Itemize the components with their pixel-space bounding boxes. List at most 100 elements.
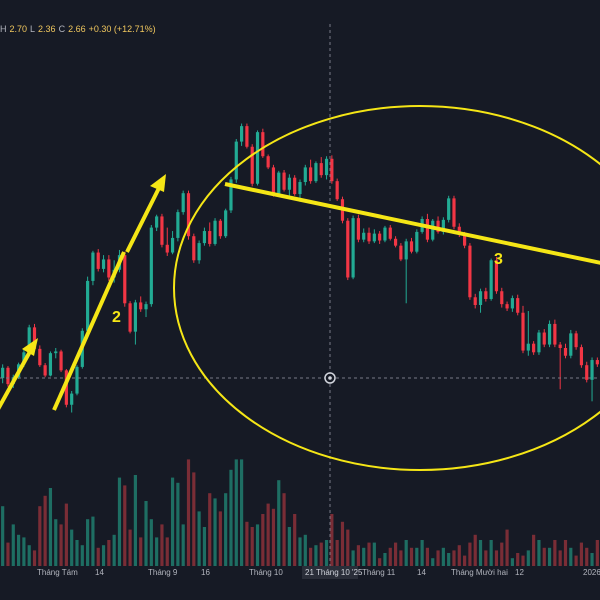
candle xyxy=(378,231,382,244)
candle xyxy=(447,195,451,223)
volume-bar xyxy=(452,550,456,566)
volume-bar xyxy=(388,547,392,566)
volume-bar xyxy=(266,503,270,566)
candle xyxy=(521,305,525,354)
arrow-2-shaft xyxy=(52,251,126,411)
candle xyxy=(250,144,254,187)
volume-bar xyxy=(133,475,137,566)
volume-bar xyxy=(32,550,37,566)
candle xyxy=(319,157,323,178)
candle xyxy=(86,276,90,334)
ohlc-high-label: H xyxy=(0,24,7,34)
candle xyxy=(335,178,339,201)
candle xyxy=(532,341,536,355)
volume-bar xyxy=(224,493,228,566)
volume-bar xyxy=(351,550,355,566)
candle xyxy=(277,170,281,197)
candle xyxy=(563,343,568,359)
candle xyxy=(91,250,95,286)
volume-bar xyxy=(553,540,557,566)
candle-body xyxy=(128,303,132,332)
candle xyxy=(579,344,584,368)
candle xyxy=(208,222,212,247)
candle xyxy=(240,123,244,146)
volume-bar xyxy=(75,540,79,566)
candle xyxy=(75,365,79,396)
candle-body xyxy=(192,236,196,261)
candle-body xyxy=(351,218,355,278)
volume-bar xyxy=(202,527,207,566)
candle-body xyxy=(505,304,509,309)
volume-bar xyxy=(319,542,323,566)
arrow-1-head-icon xyxy=(22,338,38,356)
candle xyxy=(155,214,159,232)
candle-body xyxy=(224,210,228,237)
candle-body xyxy=(335,181,339,200)
candle-body xyxy=(388,227,392,239)
candle-body xyxy=(574,333,578,348)
volume-bar xyxy=(213,498,217,566)
volume-bar xyxy=(494,550,499,566)
candle-body xyxy=(287,177,291,190)
candle-body xyxy=(409,241,414,252)
volume-bar xyxy=(489,540,493,566)
candle-body xyxy=(484,291,488,299)
volume-bar xyxy=(287,527,291,566)
arrow-1-shaft xyxy=(0,347,34,410)
candle xyxy=(144,301,148,318)
volume-bar xyxy=(484,550,488,566)
candle-body xyxy=(399,245,403,260)
volume-bar xyxy=(537,540,541,566)
x-tick-label: 14 xyxy=(417,568,426,577)
volume-bar xyxy=(447,553,451,566)
candle-body xyxy=(38,348,42,366)
candle-body xyxy=(378,233,382,241)
volume-bar xyxy=(309,547,313,566)
volume-bar xyxy=(229,469,233,566)
trend-line xyxy=(224,182,600,265)
volume-bar xyxy=(409,547,414,566)
x-tick-label: Tháng 9 xyxy=(148,568,178,577)
candle xyxy=(59,349,63,373)
candle-body xyxy=(441,219,445,232)
annotation-label-3: 3 xyxy=(494,251,503,268)
volume-bar xyxy=(59,524,63,566)
candle xyxy=(224,208,228,238)
crosshair xyxy=(0,24,600,566)
candlesticks xyxy=(1,123,599,413)
volume-bar xyxy=(303,534,307,566)
candle-body xyxy=(165,244,169,253)
volume-bar xyxy=(123,485,127,566)
volume-bar xyxy=(27,545,31,566)
candle-body xyxy=(160,216,164,245)
candle-body xyxy=(186,193,191,237)
volume-bar xyxy=(70,529,74,566)
volume-bar xyxy=(43,495,47,566)
candle-body xyxy=(229,179,233,211)
candle-body xyxy=(22,352,26,365)
candle xyxy=(362,228,366,243)
volume-bar xyxy=(362,547,366,566)
volume-bar xyxy=(155,537,159,566)
candle xyxy=(478,288,483,313)
candle xyxy=(271,164,276,197)
candle xyxy=(202,227,207,246)
x-tick-label: Tháng Tám xyxy=(37,568,78,577)
candle xyxy=(595,357,599,367)
candle xyxy=(309,159,313,184)
candle-body xyxy=(32,327,37,349)
candle xyxy=(139,296,143,312)
candle-body xyxy=(96,252,100,269)
candle xyxy=(165,227,169,256)
candle-body xyxy=(54,351,58,354)
volume-bar xyxy=(218,511,222,566)
candle xyxy=(324,156,329,180)
arrow-2 xyxy=(52,174,166,411)
candle xyxy=(510,295,514,312)
candle xyxy=(526,311,530,356)
candle-body xyxy=(107,259,111,278)
candle xyxy=(96,249,100,272)
volume-bar xyxy=(107,540,111,566)
